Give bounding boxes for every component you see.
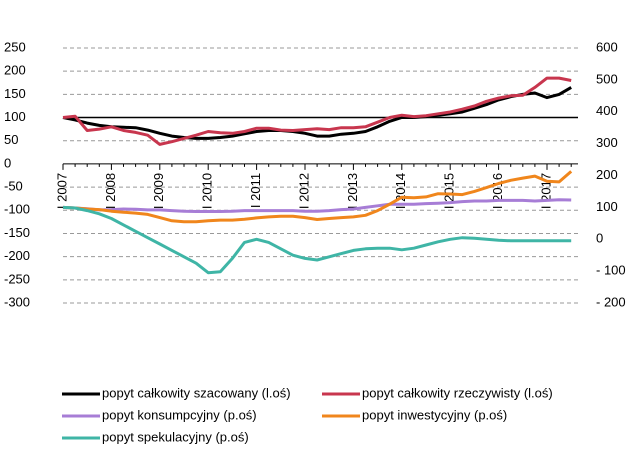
y2-tick-label: - 100 (596, 263, 626, 278)
x-tick-label: I 2009 (151, 173, 166, 209)
legend-label: popyt inwestycyjny (p.oś) (362, 407, 507, 422)
y2-tick-label: 500 (596, 71, 618, 86)
y-tick-label: -100 (4, 202, 30, 217)
y2-tick-label: 200 (596, 167, 618, 182)
series-line (62, 76, 572, 146)
series-line (62, 205, 572, 275)
series-line (62, 198, 572, 213)
x-tick-label: I 2007 (54, 173, 69, 209)
y-tick-label: 50 (4, 132, 18, 147)
x-tick-label: I 2012 (296, 173, 311, 209)
y2-tick-label: - 200 (596, 294, 626, 309)
x-tick-label: I 2016 (490, 173, 505, 209)
x-tick-label: I 2011 (248, 173, 263, 208)
x-tick-label: I 2010 (200, 173, 215, 209)
series-line (62, 170, 573, 224)
x-tick-label: I 2015 (442, 173, 457, 209)
y-tick-label: -200 (4, 248, 30, 263)
x-tick-label: I 2013 (345, 173, 360, 209)
y-tick-label: -50 (4, 179, 23, 194)
x-tick-label: I 2008 (103, 173, 118, 209)
y-tick-label: -150 (4, 225, 30, 240)
legend-label: popyt spekulacyjny (p.oś) (102, 429, 249, 444)
y-tick-label: 100 (4, 109, 26, 124)
y-tick-label: -250 (4, 271, 30, 286)
legend-label: popyt całkowity rzeczywisty (l.oś) (362, 385, 553, 400)
y2-tick-label: 100 (596, 199, 618, 214)
y-tick-label: 0 (4, 155, 11, 170)
y2-tick-label: 0 (596, 231, 603, 246)
y-tick-label: -300 (4, 294, 30, 309)
y2-tick-label: 300 (596, 135, 618, 150)
y2-tick-label: 600 (596, 39, 618, 54)
y-tick-label: 250 (4, 39, 26, 54)
y2-tick-label: 400 (596, 103, 618, 118)
y-tick-label: 200 (4, 63, 26, 78)
legend-label: popyt konsumpcyjny (p.oś) (102, 407, 257, 422)
legend-label: popyt całkowity szacowany (l.oś) (102, 385, 291, 400)
y-tick-label: 150 (4, 86, 26, 101)
series-line (62, 86, 572, 140)
